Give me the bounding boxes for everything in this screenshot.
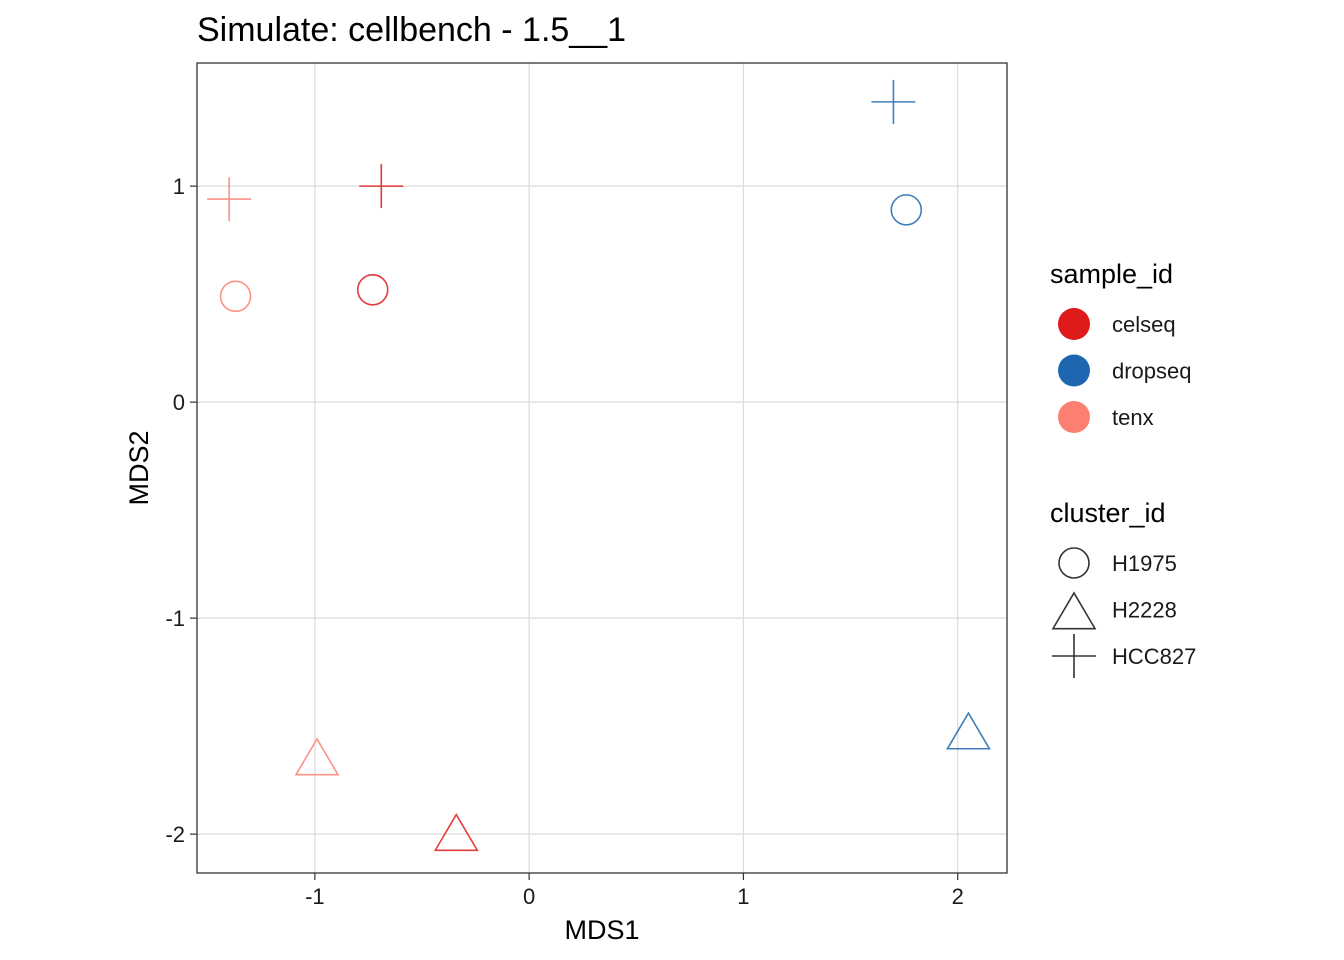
x-tick-label: -1 — [305, 884, 325, 909]
point-dropseq-hcc827 — [871, 79, 916, 124]
legend-label-hcc827: HCC827 — [1112, 644, 1196, 669]
point-tenx-h1975 — [219, 280, 252, 313]
x-tick-label: 0 — [523, 884, 535, 909]
legend-swatch-dropseq — [1058, 354, 1090, 387]
legend-cluster-id-title: cluster_id — [1050, 498, 1166, 528]
legend-cluster-id: cluster_id H1975 H2228 HCC827 — [1050, 498, 1196, 678]
y-tick-label: 0 — [173, 390, 185, 415]
legend-sample-id: sample_id celseq dropseq tenx — [1050, 259, 1192, 433]
legend-key-h2228 — [1051, 591, 1097, 630]
x-tick-label: 2 — [952, 884, 964, 909]
data-points — [207, 79, 991, 852]
legend-label-tenx: tenx — [1112, 405, 1154, 430]
legend-key-hcc827 — [1052, 634, 1096, 678]
grid-lines — [197, 63, 1007, 873]
point-celseq-h2228 — [433, 812, 479, 852]
point-celseq-hcc827 — [359, 164, 404, 209]
y-tick-label: 1 — [173, 174, 185, 199]
x-tick-label: 1 — [737, 884, 749, 909]
point-tenx-hcc827 — [207, 177, 252, 222]
legend-label-dropseq: dropseq — [1112, 359, 1192, 384]
axis-ticks: -1 0 1 2 -2 -1 0 1 — [165, 174, 963, 909]
legend-label-celseq: celseq — [1112, 312, 1176, 337]
point-dropseq-h1975 — [890, 194, 923, 226]
point-tenx-h2228 — [294, 737, 340, 776]
x-axis-title: MDS1 — [564, 915, 639, 945]
y-tick-label: -2 — [165, 822, 185, 847]
legend-label-h2228: H2228 — [1112, 598, 1177, 623]
y-axis-title: MDS2 — [124, 430, 154, 505]
legend-swatch-celseq — [1058, 308, 1090, 340]
plot-panel-border — [196, 62, 1008, 874]
point-celseq-h1975 — [356, 273, 389, 306]
legend-key-h1975 — [1058, 547, 1090, 579]
chart-title: Simulate: cellbench - 1.5__1 — [197, 11, 626, 49]
legend-sample-id-title: sample_id — [1050, 259, 1173, 289]
y-tick-label: -1 — [165, 606, 185, 631]
legend-label-h1975: H1975 — [1112, 551, 1177, 576]
point-dropseq-h2228 — [946, 711, 991, 750]
legend-swatch-tenx — [1058, 401, 1090, 433]
